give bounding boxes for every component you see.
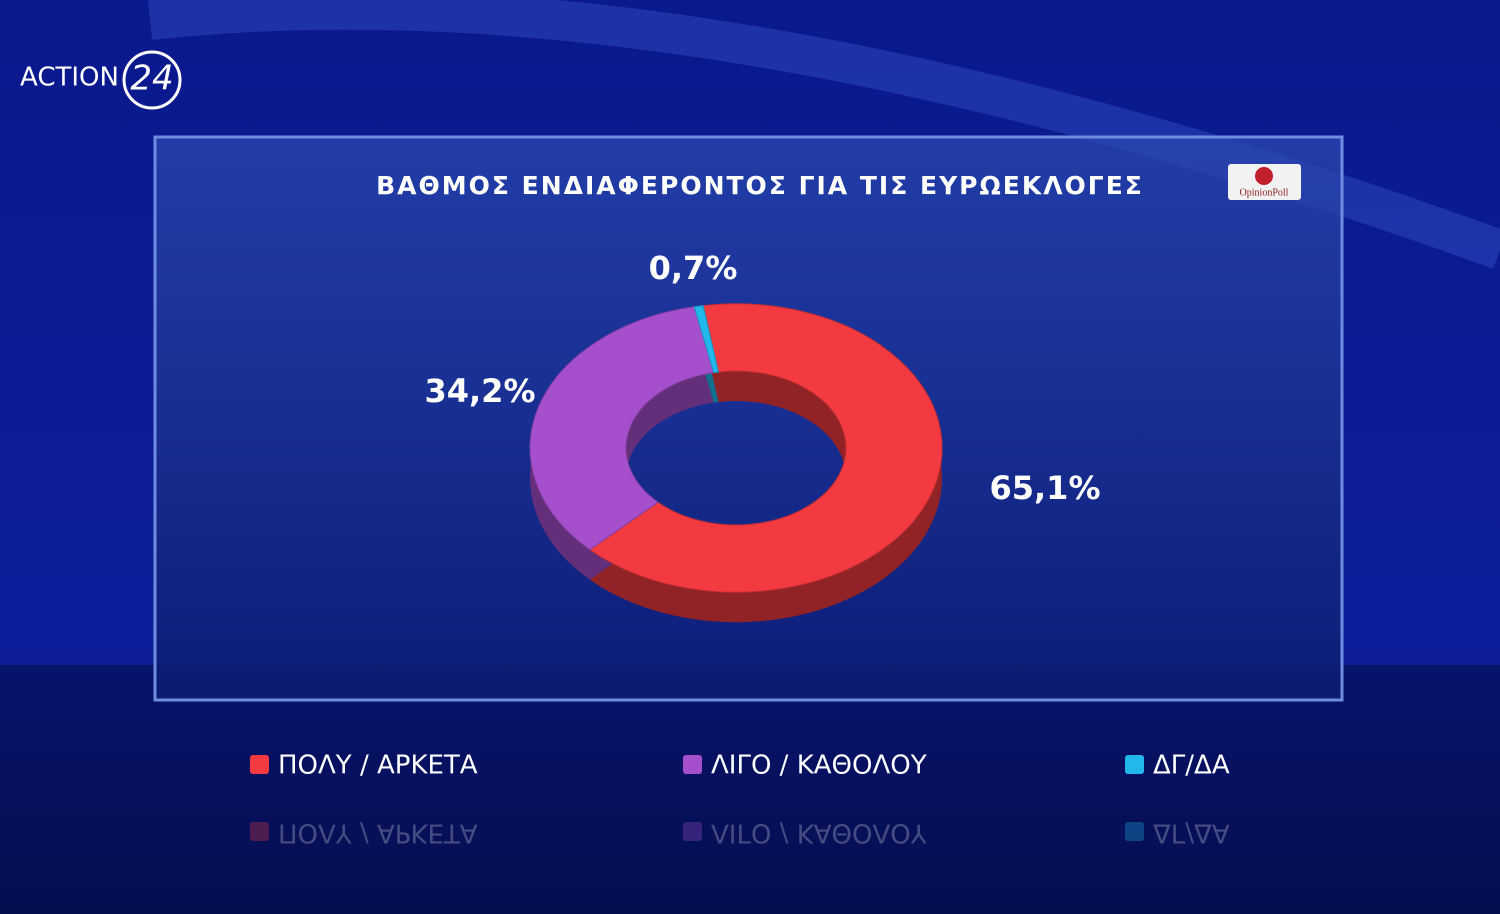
donut: 65,1% 34,2% 0,7% (424, 249, 1101, 623)
legend-swatch (683, 755, 702, 774)
value-label: 34,2% (424, 372, 535, 410)
pollster-icon (1255, 167, 1273, 185)
legend-label: ΠΟΛΥ / ΑΡΚΕΤΑ (278, 751, 478, 781)
channel-logo: ACTION (20, 63, 119, 93)
legend-reflection: ΔΓ/ΔΑ (1153, 818, 1230, 848)
legend-label: ΔΓ/ΔΑ (1153, 751, 1230, 781)
logo-ring (122, 50, 182, 110)
legend-reflection-swatch (250, 822, 269, 841)
legend-reflection: ΠΟΛΥ / ΑΡΚΕΤΑ (278, 818, 478, 848)
value-label: 0,7% (649, 249, 738, 287)
legend: ΠΟΛΥ / ΑΡΚΕΤΑ ΠΟΛΥ / ΑΡΚΕΤΑ ΛΙΓΟ / ΚΑΘΟΛΟΥ… (250, 751, 1230, 848)
chart-title: ΒΑΘΜΟΣ ΕΝΔΙΑΦΕΡΟΝΤΟΣ ΓΙΑ ΤΙΣ ΕΥΡΩΕΚΛΟΓΕΣ (376, 171, 1144, 200)
value-label: 65,1% (989, 469, 1100, 507)
legend-swatch (1125, 755, 1144, 774)
legend-reflection-swatch (1125, 822, 1144, 841)
floor (0, 665, 1500, 914)
legend-reflection-swatch (683, 822, 702, 841)
legend-swatch (250, 755, 269, 774)
slice (529, 306, 715, 551)
channel-number: 24 (130, 59, 173, 99)
legend-label: ΛΙΓΟ / ΚΑΘΟΛΟΥ (711, 751, 927, 781)
legend-reflection: ΛΙΓΟ / ΚΑΘΟΛΟΥ (711, 818, 927, 848)
pollster-name: OpinionPoll (1240, 187, 1289, 198)
slice (693, 305, 720, 374)
slice (588, 303, 943, 593)
